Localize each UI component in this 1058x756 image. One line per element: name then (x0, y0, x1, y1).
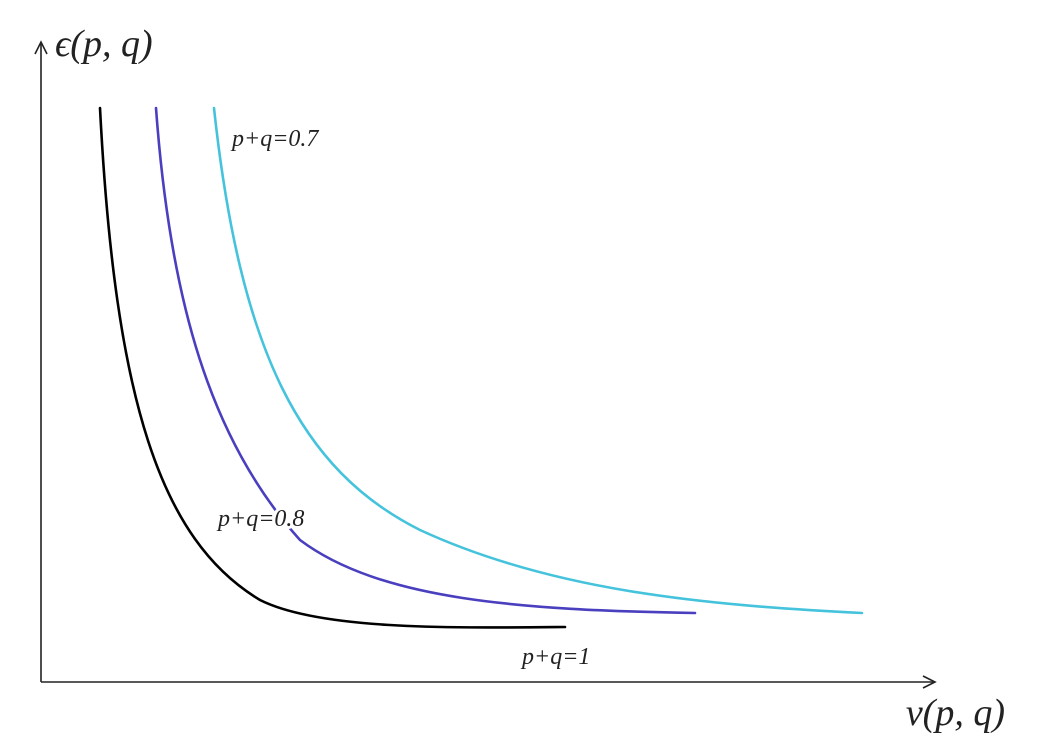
axes (34, 40, 937, 689)
curve-label: p+q=1 (520, 644, 590, 670)
x-axis-label: ν(p, q) (906, 692, 1005, 734)
curve-label: p+q=0.7 (230, 126, 319, 152)
x-arrow (922, 675, 937, 689)
curve (154, 106, 697, 615)
curve (212, 106, 864, 615)
curve-label: p+q=0.8 (216, 506, 304, 532)
y-arrow (34, 40, 48, 55)
y-axis-label: ϵ(p, q) (55, 23, 153, 65)
curve (98, 106, 567, 629)
